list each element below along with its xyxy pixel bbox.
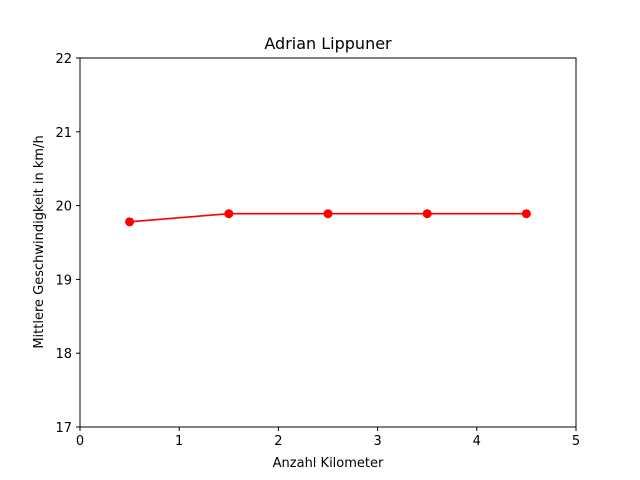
chart-title: Adrian Lippuner <box>264 34 392 53</box>
x-tick-label: 1 <box>175 434 183 449</box>
x-tick-label: 3 <box>373 434 381 449</box>
x-tick-label: 5 <box>572 434 580 449</box>
y-tick-label: 21 <box>55 126 72 141</box>
data-point <box>224 209 234 219</box>
y-axis-label: Mittlere Geschwindigkeit in km/h <box>32 135 47 348</box>
data-point <box>323 209 333 219</box>
plot-area: 0 1 2 3 4 5 17 18 19 20 21 22 <box>55 52 580 449</box>
axes-frame <box>79 57 577 428</box>
y-tick-label: 19 <box>55 273 72 288</box>
data-point <box>422 209 432 219</box>
x-tick-label: 4 <box>473 434 481 449</box>
y-tick-label: 18 <box>55 347 72 362</box>
x-axis-label: Anzahl Kilometer <box>273 456 384 471</box>
x-tick-label: 0 <box>76 434 84 449</box>
y-tick-label: 20 <box>55 200 72 215</box>
x-tick-label: 2 <box>274 434 282 449</box>
data-point <box>125 217 135 227</box>
data-point <box>521 209 531 219</box>
y-tick-label: 17 <box>55 421 72 436</box>
y-tick-label: 22 <box>55 52 72 67</box>
